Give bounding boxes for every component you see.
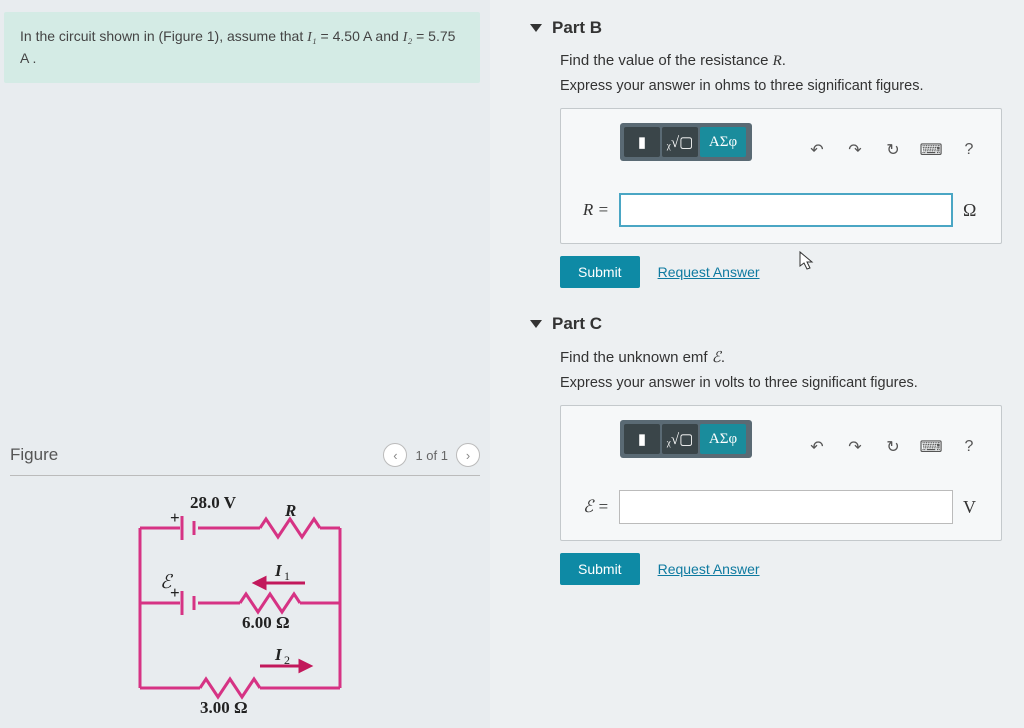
part-c-input-row: ℰ = V	[577, 490, 985, 524]
redo-button[interactable]: ↷	[839, 433, 871, 461]
root-button[interactable]: ᵪ√▢	[662, 127, 698, 157]
part-b-body: Find the value of the resistance R. Expr…	[530, 52, 1002, 288]
figure-pager: ‹ 1 of 1 ›	[383, 443, 480, 467]
intro-mid: and	[372, 28, 403, 44]
svg-text:3.00 Ω: 3.00 Ω	[200, 698, 248, 717]
part-b: Part B Find the value of the resistance …	[530, 18, 1002, 288]
part-c-input[interactable]	[619, 490, 953, 524]
svg-text:6.00 Ω: 6.00 Ω	[242, 613, 290, 632]
part-b-instruction: Express your answer in ohms to three sig…	[560, 78, 1002, 94]
cursor-icon	[798, 250, 816, 272]
svg-text:I: I	[274, 645, 283, 664]
left-panel: In the circuit shown in (Figure 1), assu…	[0, 0, 490, 728]
chevron-down-icon	[530, 320, 542, 328]
part-c-request-link[interactable]: Request Answer	[658, 561, 760, 577]
part-b-input[interactable]	[619, 193, 953, 227]
chevron-down-icon	[530, 24, 542, 32]
keyboard-button[interactable]: ⌨	[915, 136, 947, 164]
figure-title: Figure	[10, 445, 383, 465]
part-c: Part C Find the unknown emf ℰ. Express y…	[530, 314, 1002, 585]
intro-i1-sym: I₁	[307, 30, 317, 45]
help-button[interactable]: ?	[953, 136, 985, 164]
greek-button[interactable]: ΑΣφ	[700, 127, 746, 157]
part-b-request-link[interactable]: Request Answer	[658, 264, 760, 280]
part-c-var: ℰ =	[577, 497, 609, 517]
reset-button[interactable]: ↻	[877, 433, 909, 461]
vsource-label: 28.0 V	[190, 493, 237, 512]
part-b-actions: Submit Request Answer	[560, 256, 1002, 288]
reset-button[interactable]: ↻	[877, 136, 909, 164]
pager-next-button[interactable]: ›	[456, 443, 480, 467]
problem-intro: In the circuit shown in (Figure 1), assu…	[4, 12, 480, 83]
part-b-toolbar: ▮ ᵪ√▢ ΑΣφ ↶ ↷ ↻ ⌨ ?	[577, 123, 985, 177]
help-button[interactable]: ?	[953, 433, 985, 461]
part-b-question: Find the value of the resistance R.	[560, 52, 1002, 70]
undo-button[interactable]: ↶	[801, 136, 833, 164]
svg-text:1: 1	[284, 569, 290, 583]
pager-prev-button[interactable]: ‹	[383, 443, 407, 467]
part-c-submit-button[interactable]: Submit	[560, 553, 640, 585]
svg-text:I: I	[274, 561, 283, 580]
circuit-svg: 28.0 V + R + ℰ I 1 6.00 Ω I 2 3.00 Ω	[120, 488, 380, 718]
templates-button[interactable]: ▮	[624, 424, 660, 454]
root-button[interactable]: ᵪ√▢	[662, 424, 698, 454]
part-c-actions: Submit Request Answer	[560, 553, 1002, 585]
svg-text:R: R	[284, 501, 296, 520]
templates-button[interactable]: ▮	[624, 127, 660, 157]
intro-i1-val: = 4.50 A	[317, 28, 372, 44]
part-b-title: Part B	[552, 18, 602, 38]
figure-header: Figure ‹ 1 of 1 ›	[10, 439, 480, 476]
right-panel: Part B Find the value of the resistance …	[490, 0, 1024, 728]
greek-button[interactable]: ΑΣφ	[700, 424, 746, 454]
part-b-var: R =	[577, 200, 609, 220]
intro-i2-sym: I₂	[403, 30, 413, 45]
figure-section: Figure ‹ 1 of 1 ›	[0, 439, 490, 728]
svg-text:+: +	[170, 508, 180, 527]
intro-text: In the circuit shown in (Figure 1), assu…	[20, 28, 307, 44]
part-b-unit: Ω	[963, 200, 985, 221]
undo-button[interactable]: ↶	[801, 433, 833, 461]
circuit-diagram: 28.0 V + R + ℰ I 1 6.00 Ω I 2 3.00 Ω	[120, 488, 380, 718]
redo-button[interactable]: ↷	[839, 136, 871, 164]
part-b-input-row: R = Ω	[577, 193, 985, 227]
part-c-toolbar: ▮ ᵪ√▢ ΑΣφ ↶ ↷ ↻ ⌨ ?	[577, 420, 985, 474]
part-c-unit: V	[963, 497, 985, 518]
part-b-header[interactable]: Part B	[530, 18, 1002, 38]
part-c-body: Find the unknown emf ℰ. Express your ans…	[530, 348, 1002, 585]
part-b-submit-button[interactable]: Submit	[560, 256, 640, 288]
part-c-question: Find the unknown emf ℰ.	[560, 348, 1002, 367]
part-c-header[interactable]: Part C	[530, 314, 1002, 334]
pager-text: 1 of 1	[415, 448, 448, 463]
part-c-instruction: Express your answer in volts to three si…	[560, 375, 1002, 391]
part-c-answer-box: ▮ ᵪ√▢ ΑΣφ ↶ ↷ ↻ ⌨ ? ℰ = V	[560, 405, 1002, 541]
svg-text:2: 2	[284, 653, 290, 667]
keyboard-button[interactable]: ⌨	[915, 433, 947, 461]
part-c-title: Part C	[552, 314, 602, 334]
part-b-answer-box: ▮ ᵪ√▢ ΑΣφ ↶ ↷ ↻ ⌨ ? R = Ω	[560, 108, 1002, 244]
